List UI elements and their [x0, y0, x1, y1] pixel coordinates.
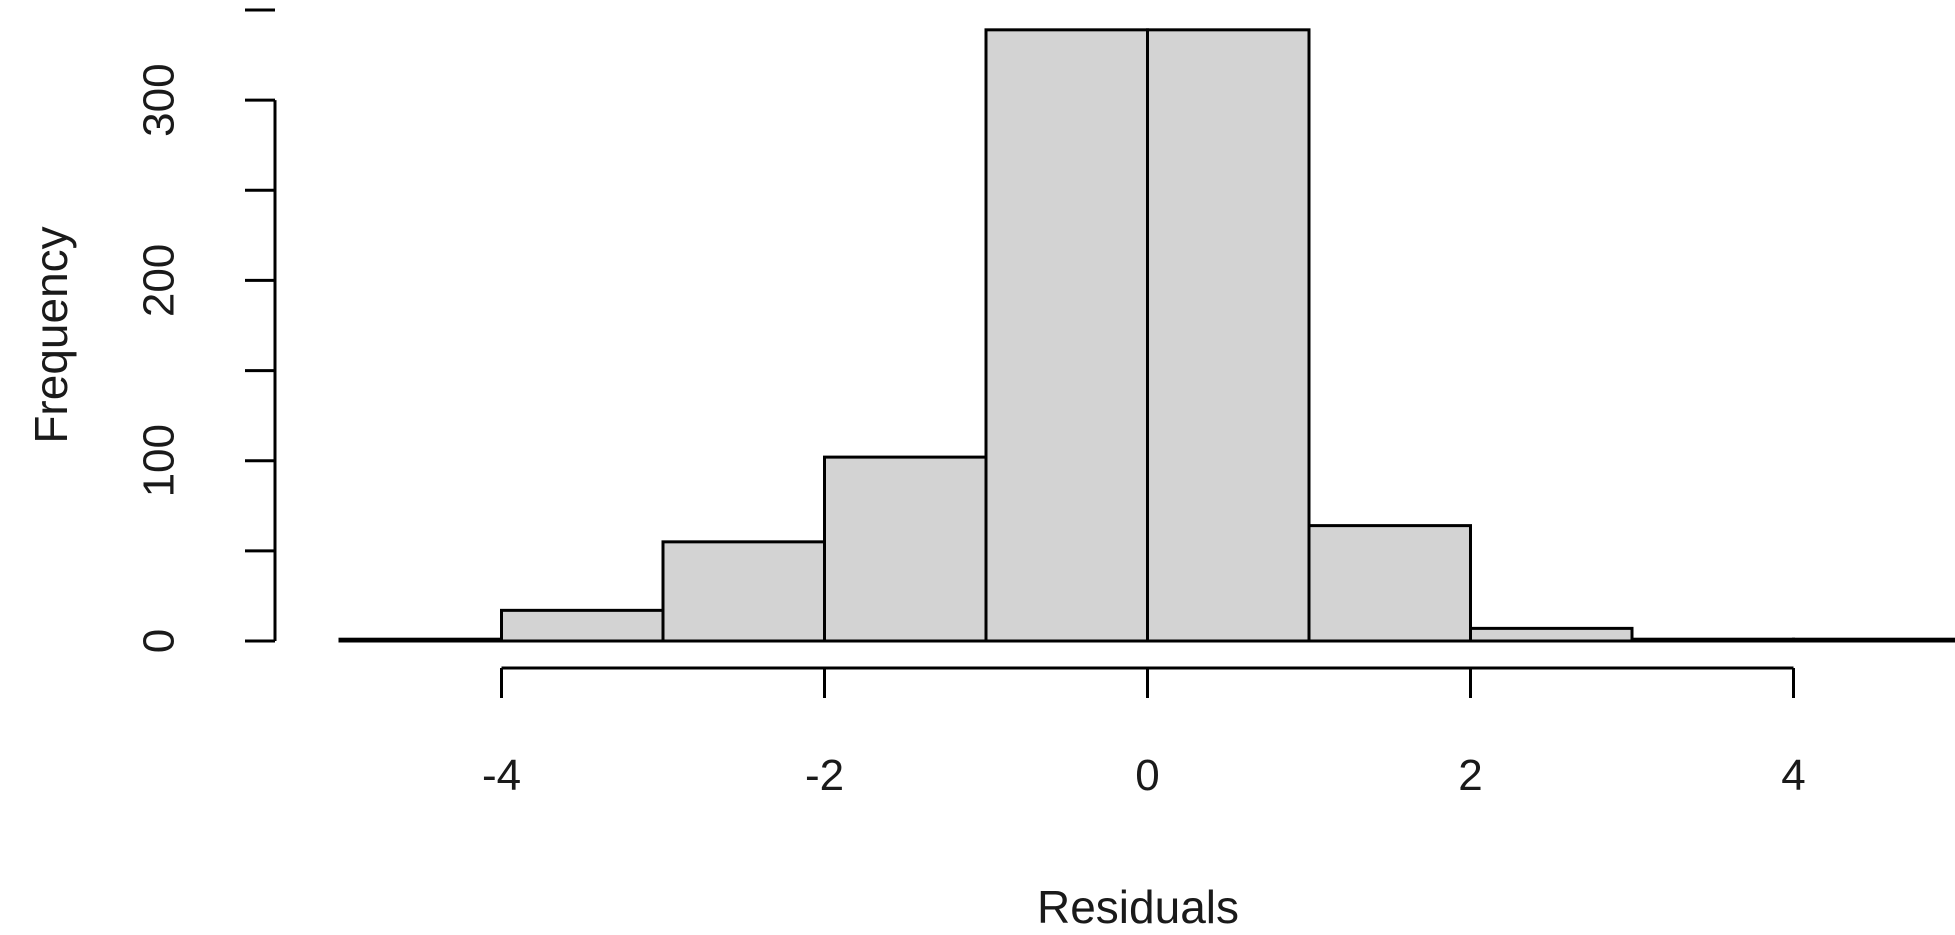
- histogram-bar-7: [1469, 626, 1634, 643]
- histogram-bar-9: [1792, 637, 1955, 643]
- x-tick-label-0: -4: [482, 751, 521, 800]
- histogram-bar-4: [984, 28, 1149, 643]
- y-tick-label-2: 200: [135, 244, 184, 317]
- x-tick-label-1: -2: [805, 751, 844, 800]
- y-tick-label-3: 300: [135, 63, 184, 136]
- y-axis-title: Frequency: [25, 226, 77, 443]
- histogram-bar-3: [823, 455, 988, 643]
- y-axis: 0 100 200 300: [135, 8, 277, 653]
- histogram-bar-6: [1307, 524, 1472, 643]
- histogram-bar-8: [1630, 637, 1795, 643]
- x-axis: -4 -2 0 2 4: [482, 666, 1806, 800]
- y-tick-label-1: 100: [135, 424, 184, 497]
- histogram-bar-0: [338, 637, 503, 643]
- y-tick-label-0: 0: [135, 629, 184, 653]
- histogram-bar-5: [1146, 28, 1311, 643]
- histogram-bar-2: [661, 540, 826, 643]
- histogram-bars: [338, 28, 1955, 643]
- x-tick-label-2: 0: [1135, 751, 1159, 800]
- x-tick-label-3: 2: [1458, 751, 1482, 800]
- x-tick-label-4: 4: [1781, 751, 1805, 800]
- histogram-bar-1: [500, 608, 665, 643]
- x-axis-title: Residuals: [1037, 881, 1239, 933]
